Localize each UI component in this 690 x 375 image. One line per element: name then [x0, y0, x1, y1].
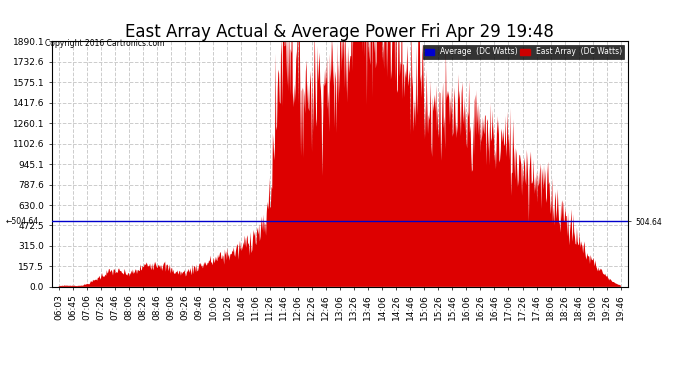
Legend: Average  (DC Watts), East Array  (DC Watts): Average (DC Watts), East Array (DC Watts…: [423, 45, 624, 58]
Title: East Array Actual & Average Power Fri Apr 29 19:48: East Array Actual & Average Power Fri Ap…: [126, 23, 554, 41]
Text: ←504.64: ←504.64: [6, 217, 39, 226]
Text: Copyright 2016 Cartronics.com: Copyright 2016 Cartronics.com: [45, 39, 164, 48]
